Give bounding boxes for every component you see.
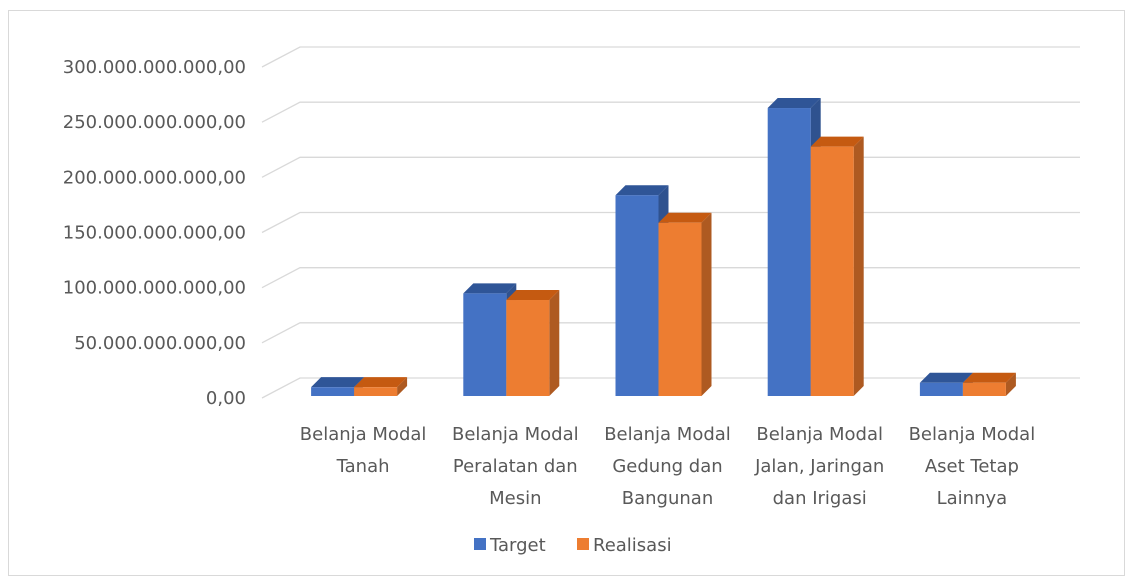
y-axis-tick-labels: 0,00 50.000.000.000,00 100.000.000.000,00 1… [63,57,246,409]
x-axis-category-labels: Belanja Modal Tanah Belanja Modal Peralatan… [300,424,1035,509]
bar-front [658,222,702,396]
y-tick-label: 150.000.000.000,00 [63,223,246,244]
chart-frame [8,10,1125,576]
bar-side [1005,372,1016,396]
bar-realisasi-2 [658,212,712,396]
y-tick-label: 50.000.000.000,00 [74,333,246,354]
bar-top [962,372,1016,383]
bar-realisasi-3 [810,136,864,396]
bar-top [354,377,408,388]
legend-label: Realisasi [593,535,672,556]
x-category-label: Belanja Modal Jalan, Jaringan dan Irigasi [754,424,884,509]
bar-front [311,387,355,396]
bar-top [506,290,560,301]
legend-swatch [577,538,589,550]
bar-realisasi-1 [506,290,560,396]
y-tick-label: 200.000.000.000,00 [63,167,246,188]
bar-top [919,372,973,383]
y-tick-label: 100.000.000.000,00 [63,278,246,299]
legend-swatch [474,538,486,550]
x-category-label: Belanja Modal Gedung dan Bangunan [604,424,731,509]
bar-top [767,98,821,109]
bar-front [463,293,507,396]
x-category-label: Belanja Modal Aset Tetap Lainnya [909,424,1036,509]
bar-top [810,136,864,147]
bar-side [853,136,864,396]
legend: Target Realisasi [474,535,672,556]
bar-side [549,290,560,396]
bar-front [962,382,1006,396]
x-category-label: Belanja Modal Peralatan dan Mesin [452,424,579,509]
bar-side [701,212,712,396]
bar-front [354,387,398,396]
bar-front [615,195,659,396]
bar-front [810,146,854,396]
legend-item-target: Target [474,535,546,556]
gridline [261,156,1080,178]
gridline [261,46,1080,68]
y-tick-label: 250.000.000.000,00 [63,112,246,133]
gridline [261,101,1080,123]
legend-item-realisasi: Realisasi [577,535,672,556]
bar-realisasi-4 [962,372,1016,396]
bars [311,98,1016,396]
bar-realisasi-0 [354,377,408,396]
bar-top [463,283,517,294]
bar-front [506,300,550,396]
bar-top [615,185,669,196]
bar-front [767,108,811,396]
y-tick-label: 0,00 [206,388,246,409]
bar-top [311,377,365,388]
bar-front [919,382,963,396]
x-category-label: Belanja Modal Tanah [300,424,427,477]
legend-label: Target [489,535,546,556]
bar-side [397,377,408,396]
y-tick-label: 300.000.000.000,00 [63,57,246,78]
bar-top [658,212,712,223]
